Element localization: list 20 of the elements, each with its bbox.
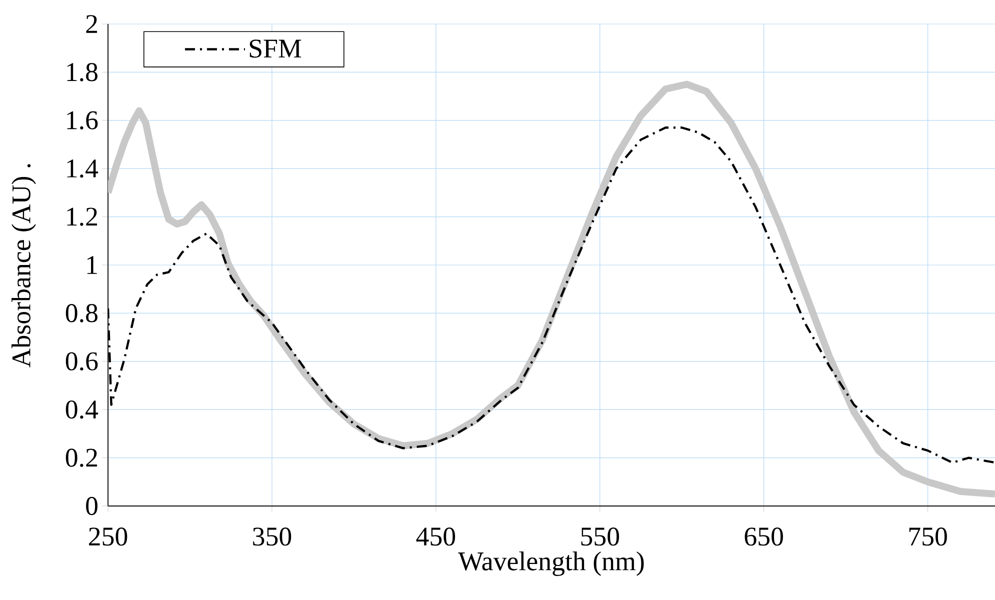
y-tick-label: 0 [86, 496, 98, 516]
y-tick-label: 1.2 [67, 208, 97, 226]
x-tick-label: 350 [253, 528, 292, 546]
x-tick-label: 750 [909, 528, 947, 546]
x-axis-title: Wavelength (nm) [458, 552, 644, 576]
y-tick-label: 2 [86, 15, 97, 33]
y-tick-label: 0.6 [66, 352, 98, 371]
x-tick-label: 650 [744, 528, 783, 546]
y-tick-label: 0.2 [66, 448, 97, 467]
x-tick-label: 250 [89, 528, 128, 546]
y-tick-label: 1 [87, 256, 97, 274]
legend-label: SFM [250, 40, 302, 58]
y-tick-label: 1.4 [67, 160, 98, 178]
y-tick-label: 1.8 [67, 63, 98, 82]
y-axis-title: Absorbance (AU) . [12, 164, 36, 368]
y-tick-label: 0.4 [66, 400, 98, 419]
y-tick-label: 1.6 [67, 111, 98, 130]
x-tick-label: 450 [416, 528, 456, 546]
x-tick-label: 550 [581, 528, 620, 546]
y-tick-label: 0.8 [66, 304, 98, 322]
